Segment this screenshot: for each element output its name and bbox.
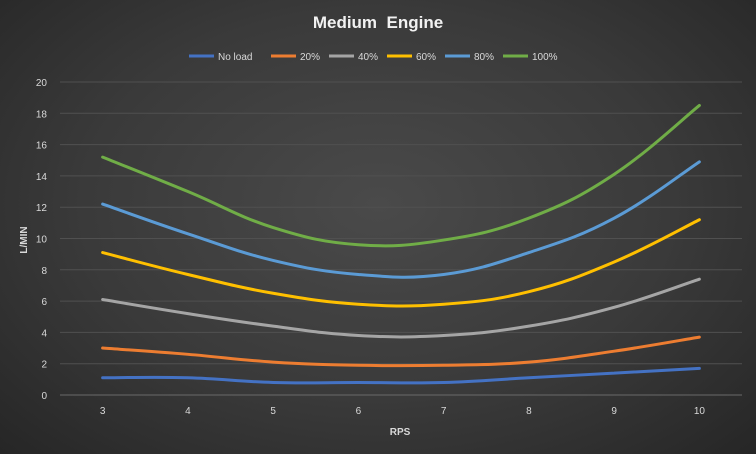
y-tick-label: 2 <box>41 360 47 371</box>
y-tick-label: 12 <box>36 203 48 214</box>
x-tick-label: 3 <box>100 406 106 417</box>
legend: No load 20% 40% 60% 80% 100% <box>189 52 558 63</box>
legend-label: 60% <box>416 52 436 63</box>
series-line <box>101 366 701 385</box>
legend-label: 20% <box>300 52 320 63</box>
series-line <box>101 160 701 279</box>
x-axis-ticks: 3 4 5 6 7 8 9 10 <box>100 406 706 417</box>
series-line <box>101 103 701 248</box>
y-tick-label: 4 <box>41 328 47 339</box>
legend-label: No load <box>218 52 252 63</box>
x-tick-label: 4 <box>185 406 191 417</box>
x-tick-label: 9 <box>611 406 617 417</box>
series-lines <box>101 103 701 385</box>
y-tick-label: 18 <box>36 109 48 120</box>
x-tick-label: 7 <box>441 406 447 417</box>
y-tick-label: 0 <box>41 391 47 402</box>
x-tick-label: 8 <box>526 406 532 417</box>
series-line <box>101 277 701 339</box>
x-tick-label: 10 <box>694 406 706 417</box>
y-tick-label: 8 <box>41 266 47 277</box>
legend-label: 80% <box>474 52 494 63</box>
y-axis-label: L/MIN <box>19 226 30 253</box>
legend-label: 100% <box>532 52 558 63</box>
y-tick-label: 16 <box>36 141 48 152</box>
x-axis-label: RPS <box>390 427 411 438</box>
y-tick-label: 10 <box>36 235 48 246</box>
y-tick-label: 14 <box>36 172 48 183</box>
x-tick-label: 6 <box>356 406 362 417</box>
series-line <box>101 335 701 368</box>
y-tick-label: 6 <box>41 297 47 308</box>
legend-label: 40% <box>358 52 378 63</box>
y-axis-ticks: 0 2 4 6 8 10 12 14 16 18 20 <box>36 78 48 402</box>
chart-title: Medium Engine <box>313 13 443 32</box>
series-line <box>101 218 701 308</box>
y-tick-label: 20 <box>36 78 48 89</box>
x-tick-label: 5 <box>270 406 276 417</box>
